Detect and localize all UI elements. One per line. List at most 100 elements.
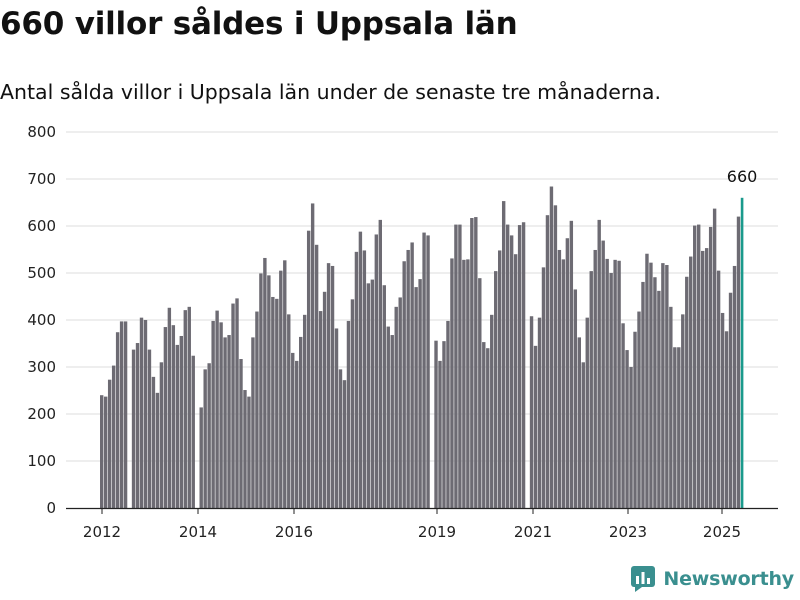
bar [306,230,311,508]
bar [422,232,426,508]
bar [490,314,494,508]
bar [175,344,180,508]
bar [346,320,351,508]
bar [239,359,243,508]
bar [123,321,128,508]
bar [442,341,446,508]
bar [374,234,379,508]
bar [378,219,382,508]
x-tick-label: 2016 [275,523,313,541]
bar [291,352,295,508]
bar [597,219,601,508]
bar [382,285,386,508]
bar [187,306,191,508]
chart-title: 660 villor såldes i Uppsala län [0,6,518,42]
bar [326,263,331,508]
bar-chart-logo-icon [631,566,656,592]
bar [171,325,176,508]
bar [494,271,498,508]
bar [275,298,279,508]
bar [569,220,574,508]
bar [231,303,235,508]
bar [322,291,327,508]
bar [251,337,255,508]
bar [553,205,558,508]
x-tick-label: 2025 [703,523,741,541]
bar [545,215,550,508]
bar-latest [740,197,744,509]
bar [665,265,669,508]
newsworthy-brand[interactable]: Newsworthy [631,566,794,592]
bar [223,337,227,508]
latest-value-label: 660 [727,167,758,186]
bar [474,217,478,508]
bar [454,224,458,508]
bar [243,390,247,508]
y-tick-label: 200 [27,405,56,423]
bar [573,289,578,508]
bar [581,362,585,508]
y-tick-label: 700 [27,170,56,188]
bar [103,396,108,508]
bar [693,225,697,508]
bar [147,349,152,508]
y-tick-label: 300 [27,358,56,376]
bar [649,262,653,508]
bar [685,276,689,508]
bar [107,379,112,508]
bar [179,335,183,508]
y-tick-label: 500 [27,264,56,282]
bar [673,347,677,508]
bar [155,392,160,508]
bar [593,249,597,508]
bar [633,331,637,508]
bar [697,224,701,508]
bar [279,270,283,508]
bar [537,317,542,508]
chart-subtitle: Antal sålda villor i Uppsala län under d… [0,80,661,104]
bar [342,380,347,508]
bar [414,287,418,508]
y-tick-label: 600 [27,217,56,235]
bar [131,349,136,508]
bar [203,369,207,508]
bar [115,332,120,508]
bar [394,306,398,508]
bars [100,186,744,509]
bar [271,296,275,508]
bar [724,331,729,508]
bar [589,271,593,508]
bar [318,311,323,508]
bar [486,348,490,508]
bar [235,298,239,508]
bar [681,314,685,508]
bar [167,307,172,508]
bar [366,283,371,508]
bar [677,347,681,508]
bar [704,248,709,508]
bar [370,279,375,508]
bar [601,240,605,508]
bar [621,323,625,508]
bar [302,314,307,508]
bar [418,279,422,508]
bar [354,251,359,508]
bar [350,299,355,508]
bar [712,208,717,509]
bar [565,238,570,508]
y-tick-label: 0 [46,499,56,517]
bar [299,336,303,508]
bar [398,297,402,508]
x-tick-label: 2014 [179,523,217,541]
bar [657,290,661,508]
bar [426,235,430,508]
bar [458,224,462,508]
brand-name: Newsworthy [663,568,794,590]
bar [498,250,502,508]
bar [470,218,474,508]
bar [669,306,673,508]
x-tick-label: 2023 [609,523,647,541]
bar [641,281,645,508]
bar [111,365,116,508]
bar [334,328,339,508]
